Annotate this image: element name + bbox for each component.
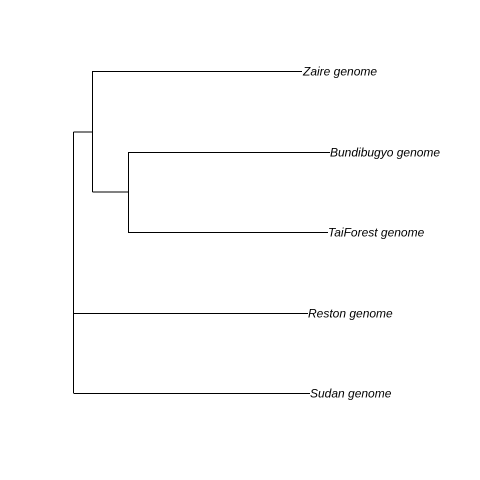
tip-label-sudan: Sudan genome	[310, 387, 392, 401]
tip-label-reston: Reston genome	[308, 307, 393, 321]
tip-label-taiforest: TaiForest genome	[328, 226, 425, 240]
tip-label-zaire: Zaire genome	[302, 65, 377, 79]
tree-branches	[74, 71, 331, 394]
tip-label-bundibugyo: Bundibugyo genome	[330, 146, 440, 160]
